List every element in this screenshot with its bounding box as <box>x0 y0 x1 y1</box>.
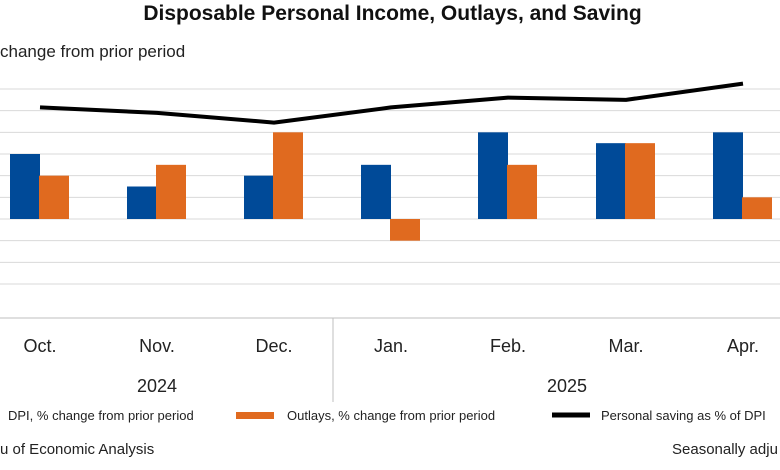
bar-outlays <box>390 219 420 241</box>
bar-dpi <box>713 132 743 219</box>
saving-line <box>39 81 744 125</box>
x-tick-label: Apr. <box>727 336 759 356</box>
x-tick-label: Oct. <box>23 336 56 356</box>
bar-dpi <box>127 186 157 219</box>
bar-dpi <box>244 175 274 219</box>
x-tick-label: Jan. <box>374 336 408 356</box>
bar-outlays <box>273 132 303 219</box>
bar-dpi <box>596 143 626 219</box>
bar-dpi <box>361 164 391 219</box>
bar-dpi <box>10 154 40 219</box>
bar-outlays <box>742 197 772 219</box>
x-tick-label: Dec. <box>255 336 292 356</box>
x-tick-label: Feb. <box>490 336 526 356</box>
bar-outlays <box>156 164 186 219</box>
bar-dpi <box>478 132 508 219</box>
legend-label-outlays: Outlays, % change from prior period <box>287 408 495 423</box>
legend-label-dpi: DPI, % change from prior period <box>8 408 194 423</box>
source-note: u of Economic Analysis <box>0 441 155 458</box>
bar-outlays <box>39 175 69 219</box>
bar-outlays <box>507 164 537 219</box>
year-label: 2024 <box>137 376 177 396</box>
chart-title: Disposable Personal Income, Outlays, and… <box>143 2 642 25</box>
bar-outlays <box>625 143 655 219</box>
legend-swatch-outlays <box>236 412 274 419</box>
x-tick-label: Nov. <box>139 336 175 356</box>
year-label: 2025 <box>547 376 587 396</box>
y-axis-label: change from prior period <box>0 42 186 61</box>
legend-label-saving: Personal saving as % of DPI <box>601 408 766 423</box>
seasonal-note: Seasonally adju <box>672 441 778 458</box>
x-tick-label: Mar. <box>608 336 643 356</box>
